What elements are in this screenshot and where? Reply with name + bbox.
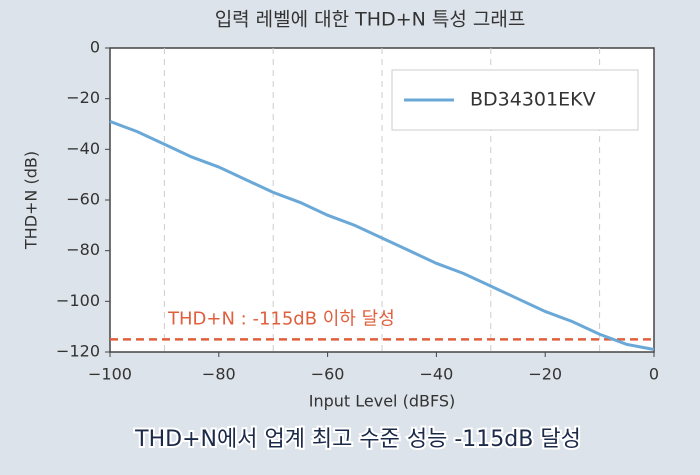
y-tick-label: −100 bbox=[56, 291, 100, 310]
y-tick-label: −80 bbox=[66, 240, 100, 259]
y-tick-label: 0 bbox=[90, 38, 100, 57]
series-line bbox=[109, 120, 655, 351]
y-tick-label: −60 bbox=[66, 190, 100, 209]
x-tick-label: −20 bbox=[528, 365, 562, 384]
x-axis-label: Input Level (dBFS) bbox=[309, 392, 456, 411]
legend-label: BD34301EKV bbox=[470, 89, 596, 111]
y-tick-label: −20 bbox=[66, 88, 100, 107]
x-tick-label: −100 bbox=[88, 365, 132, 384]
x-tick-label: −40 bbox=[420, 365, 454, 384]
y-tick-label: −40 bbox=[66, 139, 100, 158]
chart-title: 입력 레벨에 대한 THD+N 특성 그래프 bbox=[215, 9, 526, 31]
x-tick-label: −60 bbox=[311, 365, 345, 384]
caption: THD+N에서 업계 최고 수준 성능 -115dB 달성 bbox=[134, 427, 581, 452]
x-tick-label: 0 bbox=[649, 365, 659, 384]
y-axis-label: THD+N (dB) bbox=[22, 151, 41, 250]
x-tick-label: −80 bbox=[202, 365, 236, 384]
reference-label: THD+N : -115dB 이하 달성 bbox=[167, 308, 395, 329]
y-tick-label: −120 bbox=[56, 342, 100, 361]
